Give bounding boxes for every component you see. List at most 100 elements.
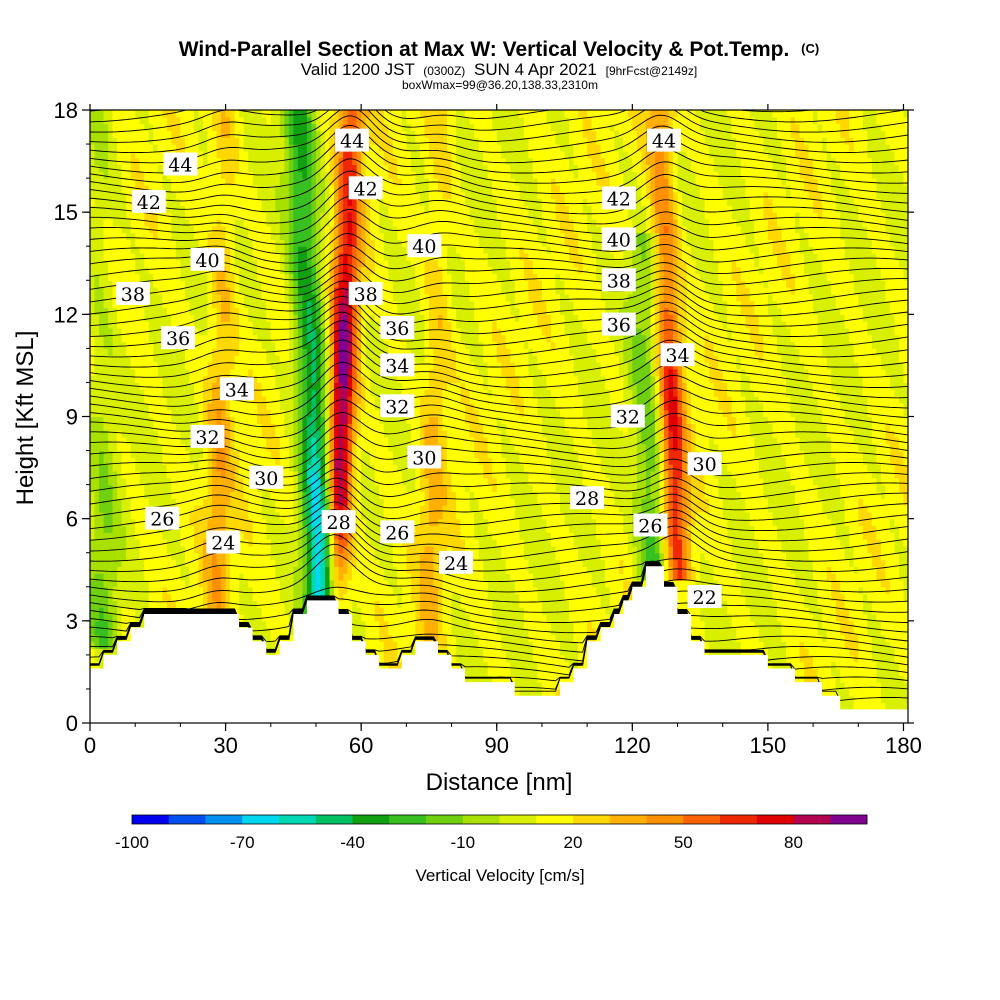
w-cell [654,212,661,234]
w-cell [121,477,127,527]
w-cell [591,218,597,254]
w-cell [727,327,733,343]
w-cell [153,430,159,520]
w-cell [772,253,778,302]
contour-label-text: 28 [327,512,351,534]
w-cell [695,110,701,118]
w-cell [166,178,172,213]
w-cell [654,443,661,533]
w-cell [456,253,462,329]
w-cell [605,389,611,479]
w-cell [415,287,421,363]
w-cell [257,110,263,200]
w-cell [478,559,484,649]
theta-contour-line [90,146,908,194]
w-cell [627,389,633,554]
w-cell [121,436,127,479]
w-cell [790,416,796,486]
w-cell [166,409,172,479]
w-cell [573,266,579,315]
w-cell [343,423,349,506]
w-cell [772,212,778,254]
w-cell [284,110,290,138]
w-cell [731,280,737,418]
w-cell [627,579,633,615]
w-cell [320,212,326,302]
w-cell [740,110,746,179]
w-cell [605,205,611,247]
w-cell [460,539,466,561]
w-cell [641,171,647,206]
w-cell [754,246,760,268]
w-cell [306,110,313,118]
w-cell [523,205,529,254]
w-cell [383,518,389,581]
w-cell [279,362,285,411]
w-cell [831,110,837,159]
w-cell [243,225,249,309]
theta-contour-label: 32 [610,404,645,429]
w-cell [103,178,109,220]
w-cell [352,443,358,567]
w-cell [691,259,697,424]
w-cell [162,116,168,172]
w-cell [582,327,588,418]
w-cell [221,321,227,390]
w-cell [171,191,177,241]
colorbar-swatch [352,815,390,824]
w-cell [578,559,584,670]
w-cell [537,110,543,200]
contour-label-bg [439,550,474,574]
theta-contour-label: 36 [601,312,636,337]
w-cell [632,416,638,493]
w-cell [279,409,285,520]
w-cell [785,566,792,663]
w-cell [284,300,290,363]
w-cell [835,307,841,397]
w-cell [352,164,358,247]
w-cell [682,409,688,561]
w-cell [162,307,168,397]
w-cell [343,545,349,561]
w-cell [600,300,606,377]
w-cell [740,232,746,281]
w-cell [844,688,850,723]
w-cell [722,416,728,465]
w-cell [844,110,850,145]
w-cell [379,334,385,424]
w-cell [550,634,557,723]
w-cell [347,327,353,370]
w-cell [130,232,136,254]
w-cell [180,137,186,166]
w-cell [569,171,575,220]
w-cell [139,212,145,254]
w-cell [636,110,642,152]
w-cell [397,607,403,663]
w-cell [519,110,525,118]
w-cell [465,423,471,486]
w-cell [157,164,163,172]
w-cell [849,430,855,547]
w-cell [582,484,588,567]
w-cell [871,110,877,179]
w-cell [352,389,358,418]
w-cell [94,634,100,649]
w-cell [754,355,760,397]
w-cell [880,498,886,561]
w-cell [849,198,855,275]
w-cell [99,573,105,608]
w-cell [135,198,141,247]
w-cell [672,110,679,118]
w-cell [293,566,299,615]
w-cell [745,110,751,200]
w-cell [591,171,597,220]
w-cell [311,327,317,384]
w-cell [90,144,96,200]
w-cell [876,491,882,540]
w-cell [654,232,661,377]
w-cell [469,402,475,438]
colorbar-swatch [573,815,611,824]
w-cell [401,110,407,132]
w-cell [799,110,805,138]
w-cell [365,150,371,200]
